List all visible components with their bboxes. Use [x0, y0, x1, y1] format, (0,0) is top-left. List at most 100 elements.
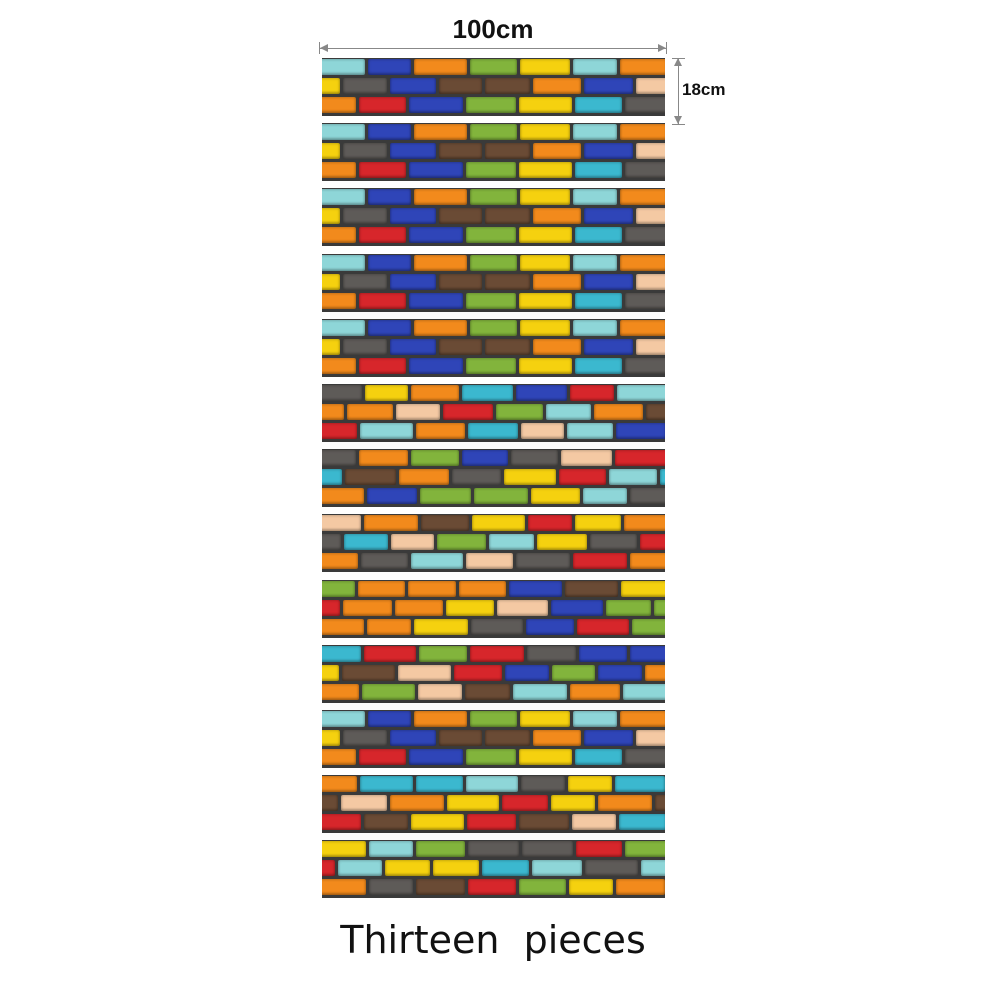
brick	[416, 879, 465, 896]
brick	[551, 795, 595, 812]
brick	[343, 143, 387, 160]
brick	[359, 97, 406, 113]
brick	[511, 450, 558, 467]
brick	[526, 618, 574, 635]
brick	[322, 273, 340, 290]
brick	[533, 208, 581, 225]
brick	[516, 385, 567, 401]
brick	[533, 338, 581, 355]
brick	[569, 879, 613, 896]
brick	[322, 664, 339, 681]
brick	[516, 553, 570, 570]
brick	[446, 599, 494, 616]
brick	[616, 879, 665, 896]
brick	[520, 319, 570, 336]
brick	[567, 423, 613, 439]
brick	[390, 338, 436, 355]
brick	[416, 841, 465, 858]
brick	[344, 534, 388, 551]
brick	[342, 664, 395, 681]
brick	[573, 553, 627, 570]
brick	[619, 814, 665, 831]
brick	[408, 580, 456, 597]
brick	[519, 97, 572, 113]
brick	[645, 664, 665, 681]
brick	[561, 450, 612, 467]
height-tick-bottom	[672, 124, 685, 125]
stair-panel	[322, 840, 665, 899]
brick	[625, 357, 665, 374]
brick	[640, 534, 665, 551]
brick	[447, 795, 499, 812]
brick	[576, 841, 622, 858]
stair-panel	[322, 775, 665, 834]
brick	[470, 124, 517, 141]
brick	[322, 534, 341, 551]
brick	[485, 730, 530, 746]
brick	[322, 254, 365, 271]
brick	[584, 78, 633, 94]
brick	[636, 143, 665, 160]
height-dimension: 18cm	[668, 58, 758, 126]
brick	[411, 450, 459, 467]
brick	[322, 841, 366, 858]
brick	[414, 711, 467, 727]
stair-panel	[322, 644, 665, 703]
brick	[496, 404, 543, 420]
brick	[443, 404, 493, 420]
brick	[399, 469, 449, 486]
brick	[462, 450, 508, 467]
brick	[420, 488, 471, 505]
brick	[579, 645, 627, 662]
brick	[359, 450, 408, 467]
brick	[497, 599, 548, 616]
brick	[439, 208, 482, 225]
brick	[585, 860, 638, 877]
brick	[470, 59, 517, 75]
brick	[322, 124, 365, 141]
brick	[364, 645, 416, 662]
brick	[369, 879, 413, 896]
brick	[466, 749, 516, 765]
brick	[660, 469, 665, 486]
brick	[385, 860, 430, 877]
brick	[590, 534, 637, 551]
brick	[625, 292, 665, 309]
brick	[584, 143, 633, 160]
brick	[625, 227, 665, 244]
brick	[575, 162, 622, 179]
brick	[409, 97, 463, 113]
brick	[577, 618, 629, 635]
brick	[338, 860, 382, 877]
stair-panel	[322, 253, 665, 312]
brick	[343, 730, 387, 746]
brick	[322, 469, 342, 486]
brick	[368, 711, 411, 727]
brick	[636, 208, 665, 225]
brick	[565, 580, 618, 597]
brick	[617, 385, 665, 401]
brick	[391, 534, 434, 551]
brick	[584, 338, 633, 355]
width-tick-left	[319, 42, 320, 54]
height-dimension-line	[678, 58, 679, 124]
brick	[454, 664, 502, 681]
brick	[452, 469, 501, 486]
brick	[584, 273, 633, 290]
brick	[368, 319, 411, 336]
brick	[533, 78, 581, 94]
brick	[489, 534, 534, 551]
height-arrow-down-icon	[674, 116, 682, 124]
brick	[322, 749, 356, 765]
brick	[322, 143, 340, 160]
brick	[364, 515, 418, 532]
brick	[359, 357, 406, 374]
width-arrow-left-icon	[320, 44, 328, 52]
brick	[573, 319, 617, 336]
brick	[559, 469, 606, 486]
brick	[584, 730, 633, 746]
brick	[598, 664, 642, 681]
brick	[322, 711, 365, 727]
stair-panel	[322, 710, 665, 768]
brick	[343, 273, 387, 290]
